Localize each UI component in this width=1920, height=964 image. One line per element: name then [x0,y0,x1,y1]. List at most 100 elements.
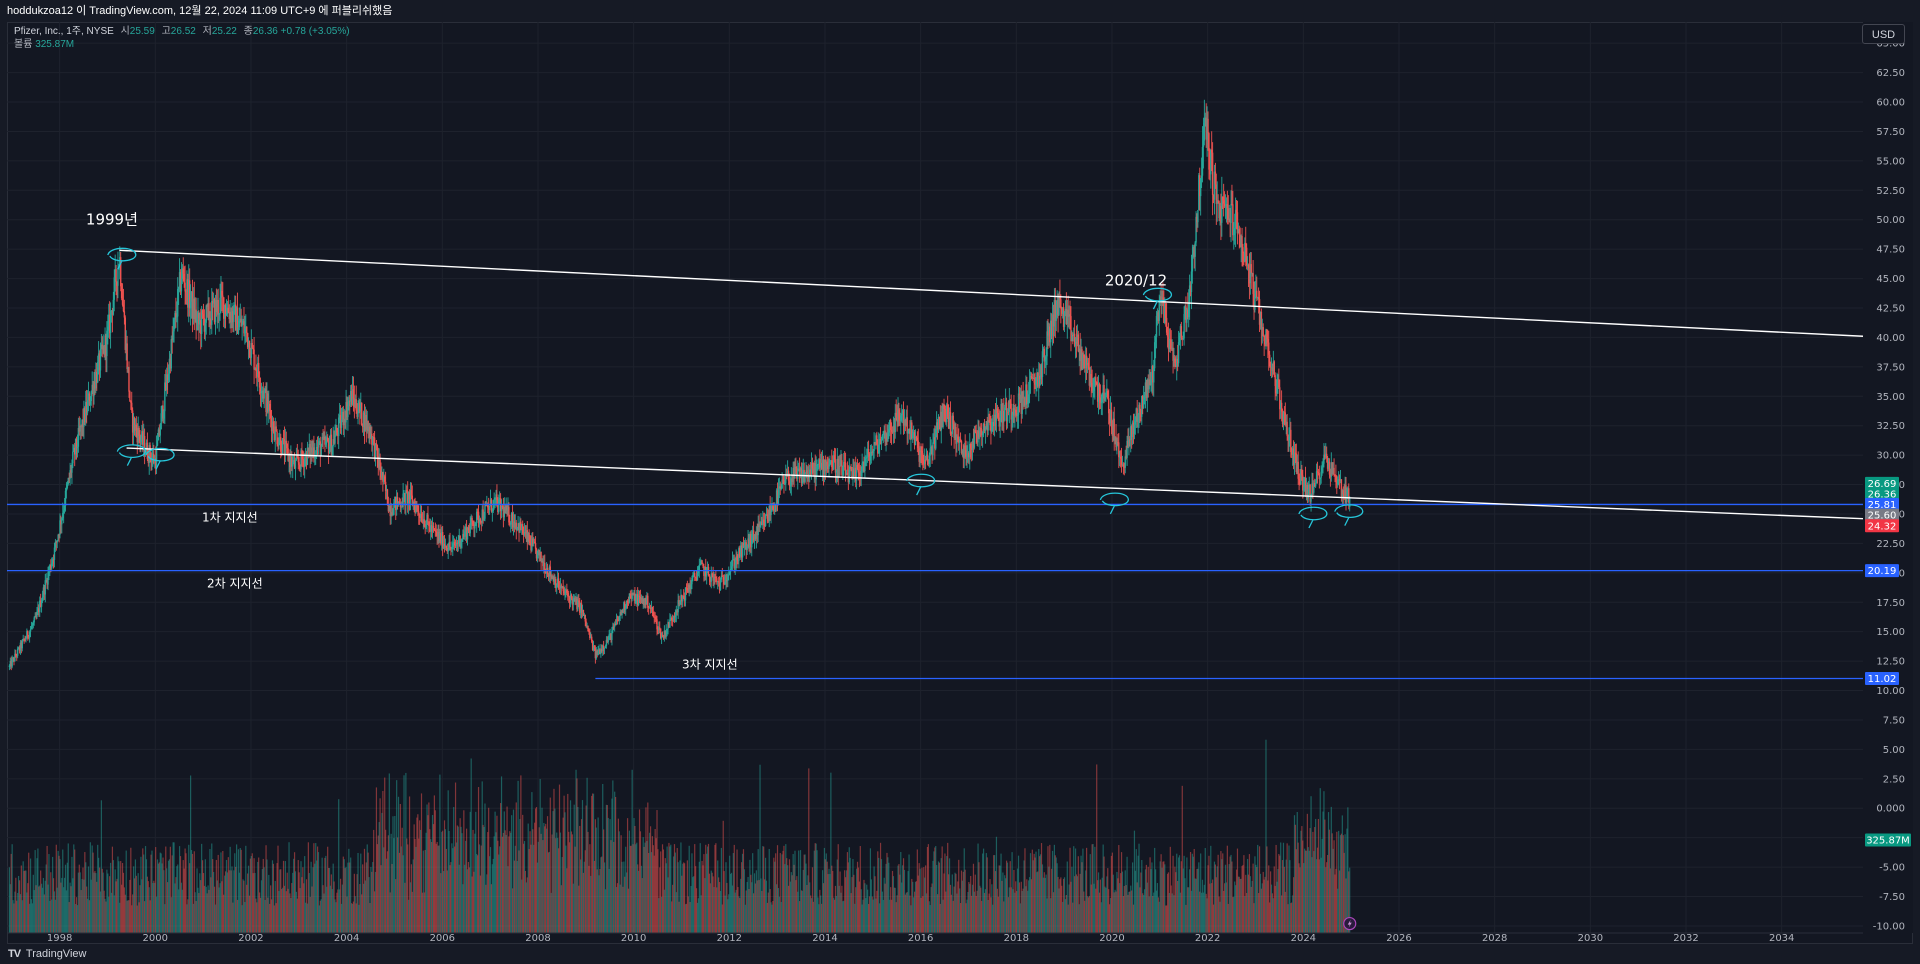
tradingview-brand[interactable]: TradingView [25,948,87,960]
volume-bar [124,894,126,933]
volume-bar [436,841,438,933]
volume-bar [628,830,631,933]
volume-bar [814,843,816,933]
candle-body [398,501,401,503]
volume-bar [45,864,47,933]
volume-bar [330,874,332,933]
volume-bar [1037,871,1039,933]
volume-bar [1332,848,1334,933]
symbol-name[interactable]: Pfizer, Inc., 1주, NYSE [14,26,114,37]
volume-bar [1292,877,1295,933]
candle-body [696,572,699,581]
candle-body [1053,300,1056,327]
candle-body [12,657,14,660]
candle-body [1113,418,1115,441]
volume-bar [351,903,354,933]
volume-bar [736,849,738,933]
candle-body [1051,314,1054,336]
candle-body [1151,365,1153,380]
volume-bar [277,845,279,933]
candle-body [1018,393,1021,399]
candle-body [600,648,602,654]
candle-body [492,500,494,512]
candle-body [1262,327,1264,336]
volume-bar [555,838,557,933]
candle-body [1287,436,1289,441]
candle-body [1119,456,1121,458]
volume-bar [1214,864,1216,933]
candle-body [1332,467,1334,474]
volume-bar [1293,815,1296,933]
volume-bar [190,775,192,933]
candle-body [1145,382,1148,398]
volume-bar [1211,883,1213,933]
volume-bar [543,822,545,933]
volume-bar [948,874,950,933]
candle-body [458,535,460,544]
volume-bar [581,800,584,933]
candle-body [626,600,629,603]
candle-body [105,335,107,357]
currency-button[interactable]: USD [1862,24,1905,44]
candle-body [1171,347,1173,350]
candle-body [1169,339,1172,340]
volume-bar [374,871,377,933]
volume-bar [1097,880,1099,933]
volume-bar [1267,880,1269,933]
volume-bar [387,835,389,933]
volume-bar [732,853,734,933]
candle-body [854,467,856,476]
candle-body [1000,403,1002,421]
volume-bar [9,884,11,933]
candle-body [657,629,659,631]
candle-body [734,564,736,569]
volume-bar [996,888,998,933]
volume-bar [878,857,880,933]
candle-body [252,347,254,350]
candle-body [68,477,70,479]
volume-bar [407,844,409,933]
volume-bar [1217,854,1219,933]
volume-bar [923,867,925,933]
volume-bar [335,902,337,933]
candle-body [25,638,27,641]
volume-bar [384,777,386,933]
candle-body [769,505,771,516]
candle-body [109,310,112,333]
candle-body [175,313,177,318]
volume-bar [912,881,914,933]
candle-body [89,401,92,405]
candle-body [1040,365,1043,377]
candle-body [765,514,768,516]
candle-body [628,593,631,603]
candle-body [228,312,230,319]
candle-body [500,505,503,512]
candle-body [925,454,928,461]
candle-body [1109,409,1112,424]
volume-bar [780,901,782,933]
candle-body [549,566,551,577]
volume-bar [719,891,722,933]
volume-bar [643,846,645,933]
candle-body [103,345,105,355]
candle-body [52,559,55,561]
volume-bar [1067,904,1069,933]
volume-bar [314,863,316,933]
volume-bar [651,836,654,933]
volume-bar [178,889,180,933]
candle-body [1035,377,1037,385]
candle-body [1302,475,1304,491]
candle-body [959,438,962,442]
candle-body [29,629,32,632]
volume-bar [1105,887,1107,933]
candle-body [555,578,557,589]
volume-bar [379,798,381,933]
candle-body [305,453,308,465]
tradingview-logo-icon[interactable]: TV [8,948,21,960]
volume-bar [1171,893,1173,933]
volume-bar [442,830,444,933]
volume-bar [973,891,975,933]
candle-body [441,531,443,544]
volume-bar [833,897,835,933]
